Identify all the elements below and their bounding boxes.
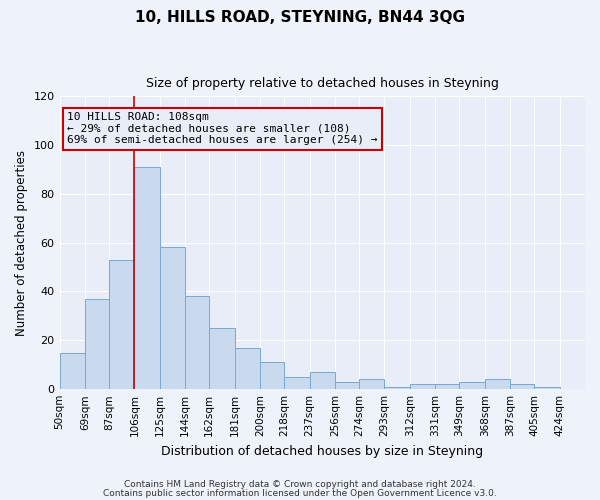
Y-axis label: Number of detached properties: Number of detached properties: [15, 150, 28, 336]
Title: Size of property relative to detached houses in Steyning: Size of property relative to detached ho…: [146, 78, 499, 90]
Bar: [185, 296, 209, 389]
Bar: [134, 166, 160, 389]
Bar: [109, 260, 134, 389]
Bar: [410, 384, 435, 389]
Bar: [359, 380, 385, 389]
Bar: [85, 298, 109, 389]
Bar: [235, 348, 260, 389]
X-axis label: Distribution of detached houses by size in Steyning: Distribution of detached houses by size …: [161, 444, 484, 458]
Bar: [310, 372, 335, 389]
Bar: [435, 384, 460, 389]
Text: Contains public sector information licensed under the Open Government Licence v3: Contains public sector information licen…: [103, 488, 497, 498]
Bar: [385, 386, 410, 389]
Bar: [460, 382, 485, 389]
Text: 10 HILLS ROAD: 108sqm
← 29% of detached houses are smaller (108)
69% of semi-det: 10 HILLS ROAD: 108sqm ← 29% of detached …: [67, 112, 378, 145]
Bar: [260, 362, 284, 389]
Bar: [510, 384, 534, 389]
Text: Contains HM Land Registry data © Crown copyright and database right 2024.: Contains HM Land Registry data © Crown c…: [124, 480, 476, 489]
Bar: [284, 377, 310, 389]
Bar: [160, 248, 185, 389]
Bar: [335, 382, 359, 389]
Bar: [59, 352, 85, 389]
Text: 10, HILLS ROAD, STEYNING, BN44 3QG: 10, HILLS ROAD, STEYNING, BN44 3QG: [135, 10, 465, 25]
Bar: [209, 328, 235, 389]
Bar: [485, 380, 510, 389]
Bar: [534, 386, 560, 389]
